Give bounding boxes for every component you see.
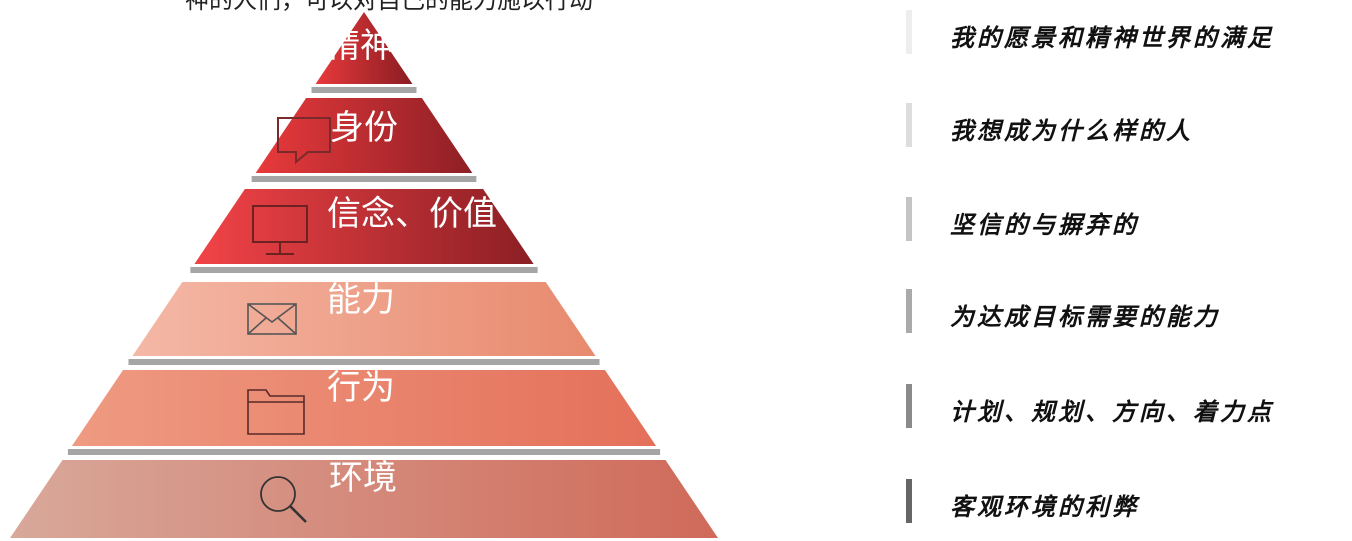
- envelope-icon: [247, 303, 297, 335]
- description-text: 计划、规划、方向、着力点: [950, 397, 1274, 426]
- top-caption: 神的人们，可以对自己的能力施以行动: [185, 0, 593, 14]
- folder-icon: [247, 389, 305, 435]
- tier-label: 环境: [329, 458, 397, 498]
- pyramid-tier: [315, 12, 413, 84]
- tier-ledge: [128, 359, 600, 365]
- description-text: 我想成为什么样的人: [950, 116, 1193, 145]
- search-icon: [260, 476, 307, 523]
- tier-label: 能力: [327, 280, 395, 320]
- tier-ledge: [190, 267, 538, 273]
- tier-label: 精神: [326, 26, 394, 66]
- pyramid-tier: [132, 282, 596, 356]
- description-bar: [906, 10, 912, 54]
- tier-label: 身份: [330, 108, 398, 148]
- description-bar: [906, 479, 912, 523]
- description-text: 坚信的与摒弃的: [950, 210, 1139, 239]
- tier-ledge: [251, 176, 477, 182]
- tier-label: 行为: [327, 368, 395, 408]
- description-bar: [906, 197, 912, 241]
- pyramid-tier: [255, 98, 473, 173]
- description-bar: [906, 289, 912, 333]
- tier-ledge: [311, 87, 417, 93]
- description-text: 为达成目标需要的能力: [950, 302, 1220, 331]
- description-bar: [906, 384, 912, 428]
- pyramid-diagram: [10, 12, 718, 538]
- chat-bubble-icon: [277, 117, 331, 165]
- description-bar: [906, 103, 912, 147]
- tier-label: 信念、价值: [327, 194, 497, 234]
- monitor-icon: [252, 205, 308, 255]
- pyramid-tier: [71, 370, 657, 446]
- pyramid-tier: [10, 460, 718, 538]
- description-text: 客观环境的利弊: [950, 492, 1139, 521]
- tier-ledge: [67, 449, 661, 455]
- description-text: 我的愿景和精神世界的满足: [950, 23, 1274, 52]
